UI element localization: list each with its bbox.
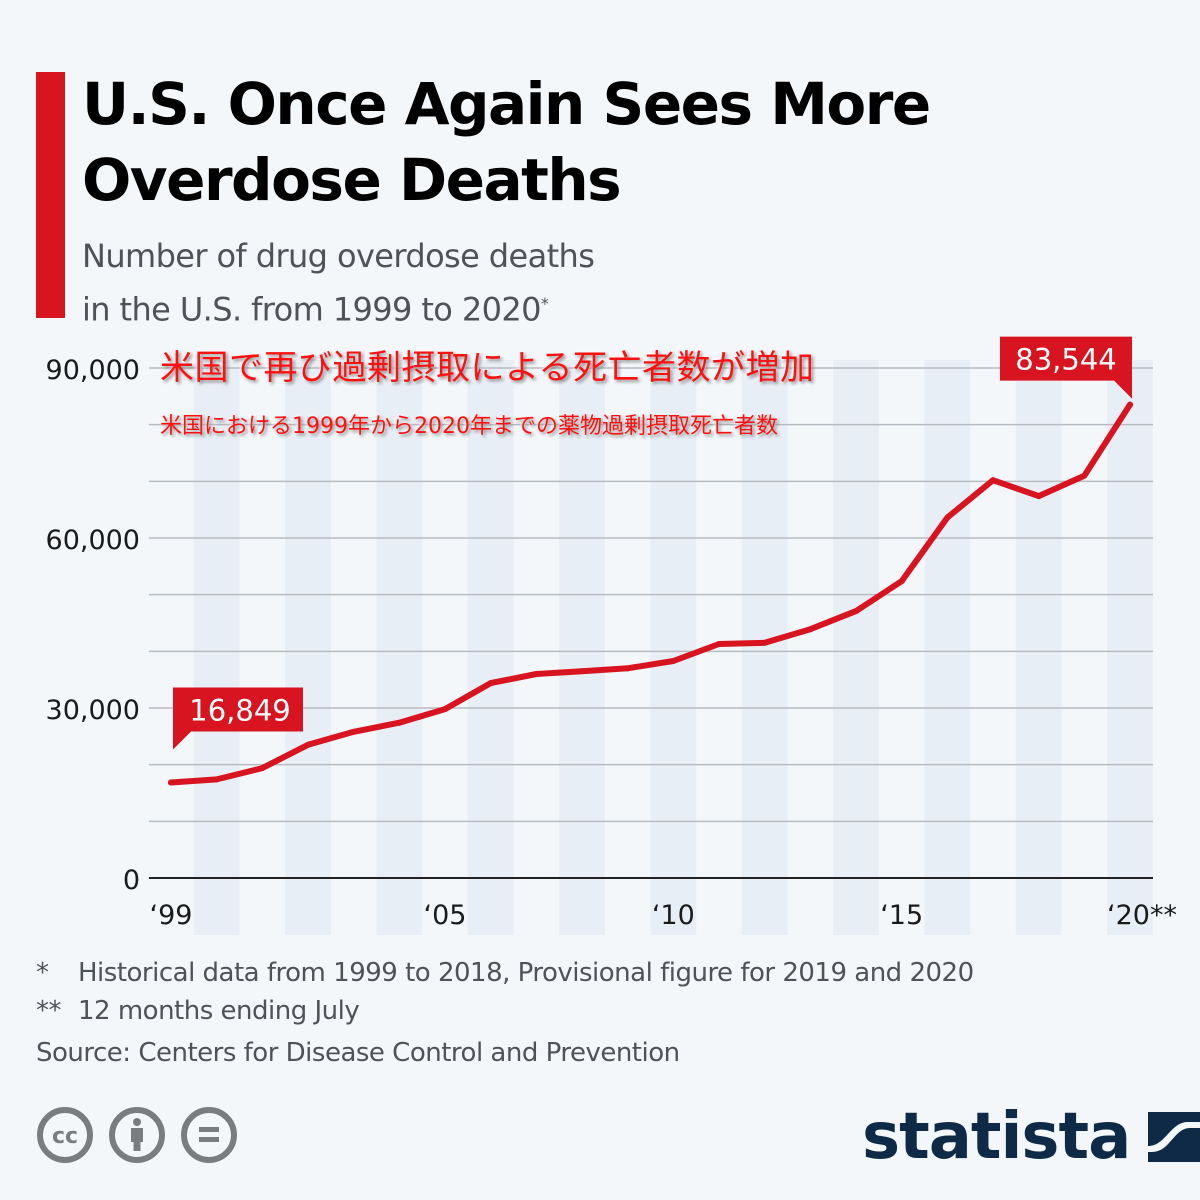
value-callout: 16,849 — [173, 687, 303, 750]
y-tick-label: 0 — [123, 865, 140, 896]
value-callouts: 16,849 83,544 — [173, 336, 1132, 750]
footnote-1-mark: * — [36, 958, 49, 988]
x-tick-label: ‘20** — [1107, 900, 1177, 931]
chart-title: U.S. Once Again Sees More Overdose Death… — [82, 66, 931, 218]
data-point — [944, 514, 951, 521]
data-point — [168, 779, 174, 786]
footnote-2-mark: ** — [36, 996, 62, 1026]
data-point — [1127, 401, 1133, 408]
year-band — [1107, 360, 1153, 935]
x-tick-label: ‘05 — [424, 900, 467, 931]
data-point — [487, 680, 494, 687]
data-point — [213, 776, 220, 783]
data-point — [853, 608, 859, 615]
jp-overlay-title: 米国で再び過剰摂取による死亡者数が増加 — [160, 348, 815, 388]
svg-text:cc: cc — [52, 1124, 78, 1149]
x-tick-label: ‘15 — [880, 900, 923, 931]
brand-name: statista — [862, 1100, 1131, 1174]
data-point — [761, 639, 768, 646]
data-point — [259, 765, 266, 772]
license-icons: cc — [36, 1106, 238, 1164]
footnote-2-text: 12 months ending July — [78, 996, 360, 1026]
footnote-2: ** 12 months ending July — [36, 992, 974, 1030]
data-point — [442, 706, 448, 713]
year-bands — [193, 360, 1153, 935]
line-chart: 0 30,000 60,000 90,000 ‘99 ‘05 ‘10 ‘15 ‘20** 16… — [46, 336, 1177, 935]
y-axis-labels: 0 30,000 60,000 90,000 — [46, 355, 140, 896]
x-tick-label: ‘99 — [150, 900, 193, 931]
y-tick-label: 30,000 — [46, 695, 140, 726]
source-text: Source: Centers for Disease Control and … — [36, 1038, 680, 1068]
callout-label: 83,544 — [1015, 343, 1116, 377]
cc-icon[interactable]: cc — [36, 1106, 94, 1164]
callout-label: 16,849 — [189, 694, 290, 728]
data-point — [624, 665, 631, 672]
data-point — [1035, 493, 1042, 500]
data-point — [579, 668, 585, 675]
data-point — [716, 640, 722, 647]
gridlines — [149, 367, 1153, 823]
title-line-2: Overdose Deaths — [82, 146, 622, 214]
year-band — [741, 360, 788, 935]
value-callout: 83,544 — [1000, 336, 1132, 399]
data-point — [670, 657, 677, 664]
footnote-1: * Historical data from 1999 to 2018, Prov… — [36, 954, 974, 992]
year-band — [376, 360, 423, 935]
y-tick-label: 90,000 — [46, 355, 140, 386]
callout-box — [173, 687, 303, 750]
data-point — [898, 578, 905, 585]
data-point — [396, 719, 403, 726]
footnotes: * Historical data from 1999 to 2018, Prov… — [36, 954, 974, 1072]
attribution-icon[interactable] — [108, 1106, 166, 1164]
subtitle-line-1: Number of drug overdose deaths — [82, 237, 595, 275]
footnote-1-text: Historical data from 1999 to 2018, Provi… — [78, 958, 974, 988]
chart-subtitle: Number of drug overdose deaths in the U.… — [82, 232, 595, 334]
year-band — [285, 360, 331, 935]
jp-overlay-subtitle: 米国における1999年から2020年までの薬物過剰摂取死亡者数 — [160, 414, 778, 439]
subtitle-footnote-mark: * — [540, 294, 549, 313]
data-point — [990, 477, 996, 484]
y-tick-label: 60,000 — [46, 525, 140, 556]
series-line-overdose-deaths — [168, 401, 1133, 786]
data-points — [168, 401, 1133, 786]
accent-bar — [36, 72, 65, 318]
year-band — [650, 360, 697, 935]
title-line-1: U.S. Once Again Sees More — [82, 70, 931, 138]
callout-box — [1000, 336, 1132, 399]
data-point — [350, 728, 357, 735]
year-band — [1015, 360, 1062, 935]
data-point — [807, 626, 814, 633]
statista-mark-icon — [1148, 1112, 1200, 1162]
no-derivatives-icon[interactable] — [180, 1106, 238, 1164]
x-axis-labels: ‘99 ‘05 ‘10 ‘15 ‘20** — [150, 900, 1177, 931]
year-band — [193, 360, 240, 935]
x-tick-label: ‘10 — [652, 900, 695, 931]
year-band — [833, 360, 879, 935]
data-point — [533, 671, 540, 677]
subtitle-line-2: in the U.S. from 1999 to 2020 — [82, 290, 541, 329]
year-band — [924, 360, 971, 935]
data-point — [305, 741, 311, 748]
data-point — [1081, 472, 1088, 479]
year-band — [467, 360, 514, 935]
statista-logo[interactable]: statista — [862, 1100, 1200, 1174]
year-band — [559, 360, 605, 935]
